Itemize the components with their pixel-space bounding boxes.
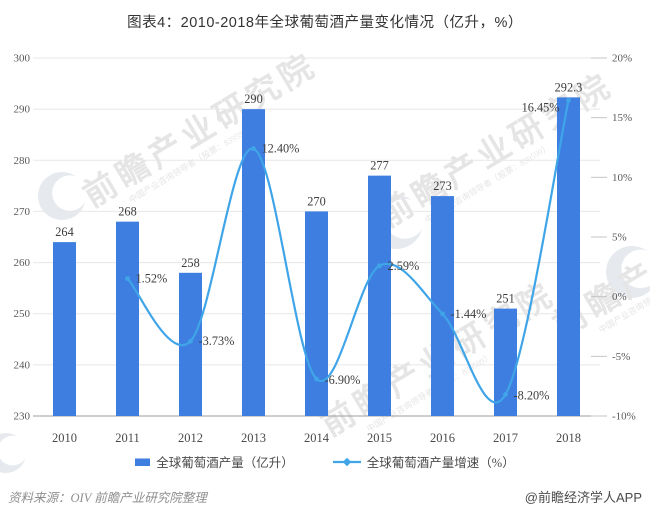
line-point-2016 [440, 311, 445, 317]
line-label-2011: 1.52% [136, 272, 168, 286]
bar-2014 [305, 211, 328, 416]
bar-2010 [53, 242, 76, 416]
watermark-logo-swoosh [621, 249, 650, 289]
right-axis-tick-20%: 20% [612, 53, 632, 65]
watermark-logo-swoosh [52, 175, 88, 211]
watermark-logo-3 [606, 246, 650, 298]
line-marker-icon [332, 457, 361, 466]
right-axis-tick-10%: 10% [612, 172, 632, 184]
right-axis-tick-15%: 15% [612, 112, 632, 124]
chart-title: 图表4：2010-2018年全球葡萄酒产量变化情况（亿升，%） [127, 15, 523, 31]
left-axis-tick-280: 280 [14, 155, 31, 167]
bar-label-2015: 277 [370, 159, 388, 173]
watermark-text: 前瞻产业研究院 [373, 65, 621, 235]
bar-2015 [368, 175, 391, 416]
left-axis-tick-260: 260 [14, 257, 31, 269]
bar-swatch-icon [135, 458, 151, 466]
watermark-logo-4 [0, 433, 28, 473]
bar-label-2016: 273 [433, 179, 451, 193]
watermark-text: 前瞻产业研究院 [77, 45, 325, 215]
line-point-2012 [188, 338, 193, 344]
legend: 全球葡萄酒产量（亿升） 全球葡萄酒产量增速（%） [0, 452, 650, 471]
line-label-2016: -1.44% [451, 307, 487, 321]
left-axis-tick-270: 270 [14, 206, 31, 218]
line-label-2013: 12.40% [262, 142, 300, 156]
line-point-2017 [503, 392, 508, 397]
x-axis-label-2018: 2018 [556, 431, 581, 445]
bar-label-2018: 292.3 [555, 80, 583, 94]
watermark-logo-1 [38, 172, 88, 220]
watermark-logo-swoosh [384, 198, 425, 239]
legend-label-production: 全球葡萄酒产量（亿升） [156, 456, 294, 470]
bar-label-2014: 270 [307, 194, 325, 208]
line-point-2018 [566, 97, 571, 103]
bar-label-2013: 290 [244, 92, 262, 106]
bar-2018 [557, 97, 580, 416]
legend-item-growth: 全球葡萄酒产量增速（%） [332, 452, 515, 471]
left-axis-tick-300: 300 [14, 53, 31, 65]
bar-label-2017: 251 [496, 292, 514, 306]
x-axis-label-2012: 2012 [178, 431, 203, 445]
right-axis-tick-0%: 0% [612, 291, 627, 303]
bar-2011 [116, 221, 139, 416]
x-axis-label-2016: 2016 [430, 431, 455, 445]
bar-2017 [494, 308, 517, 416]
x-axis-label-2015: 2015 [367, 431, 392, 445]
line-label-2012: -3.73% [199, 334, 235, 348]
footer: 资料来源：OIV 前瞻产业研究院整理 @前瞻经济学人APP [0, 487, 650, 506]
left-axis-tick-230: 230 [14, 411, 31, 423]
bar-2012 [179, 272, 202, 416]
left-axis-tick-250: 250 [14, 308, 31, 320]
x-axis-label-2013: 2013 [241, 431, 266, 445]
source-note: 资料来源：OIV 前瞻产业研究院整理 [8, 491, 207, 505]
x-axis-label-2011: 2011 [115, 431, 140, 445]
x-axis-label-2017: 2017 [493, 431, 518, 445]
line-label-2017: -8.20% [514, 389, 550, 403]
left-axis-tick-240: 240 [14, 359, 31, 371]
bar-label-2010: 264 [55, 225, 73, 239]
line-point-2011 [125, 276, 130, 281]
bar-2013 [242, 109, 265, 417]
bar-label-2012: 258 [181, 256, 199, 270]
legend-label-growth: 全球葡萄酒产量增速（%） [366, 456, 515, 470]
watermark-logo-swoosh [0, 435, 28, 466]
x-axis-label-2010: 2010 [52, 431, 77, 445]
line-label-2014: -6.90% [325, 373, 361, 387]
right-axis-tick-5%: 5% [612, 232, 627, 244]
left-axis-tick-290: 290 [14, 104, 31, 116]
line-label-2018: 16.45% [522, 100, 560, 114]
line-point-2015 [377, 263, 382, 269]
legend-item-production: 全球葡萄酒产量（亿升） [135, 452, 294, 471]
line-label-2015: 2.59% [388, 259, 420, 273]
bar-label-2011: 268 [118, 205, 136, 219]
line-point-2013 [251, 146, 256, 152]
line-point-2014 [314, 376, 319, 382]
brand-note: @前瞻经济学人APP [524, 490, 642, 505]
right-axis-tick--10%: -10% [612, 411, 636, 423]
right-axis-tick--5%: -5% [612, 351, 630, 363]
bar-2016 [431, 196, 454, 416]
x-axis-label-2014: 2014 [304, 431, 330, 445]
